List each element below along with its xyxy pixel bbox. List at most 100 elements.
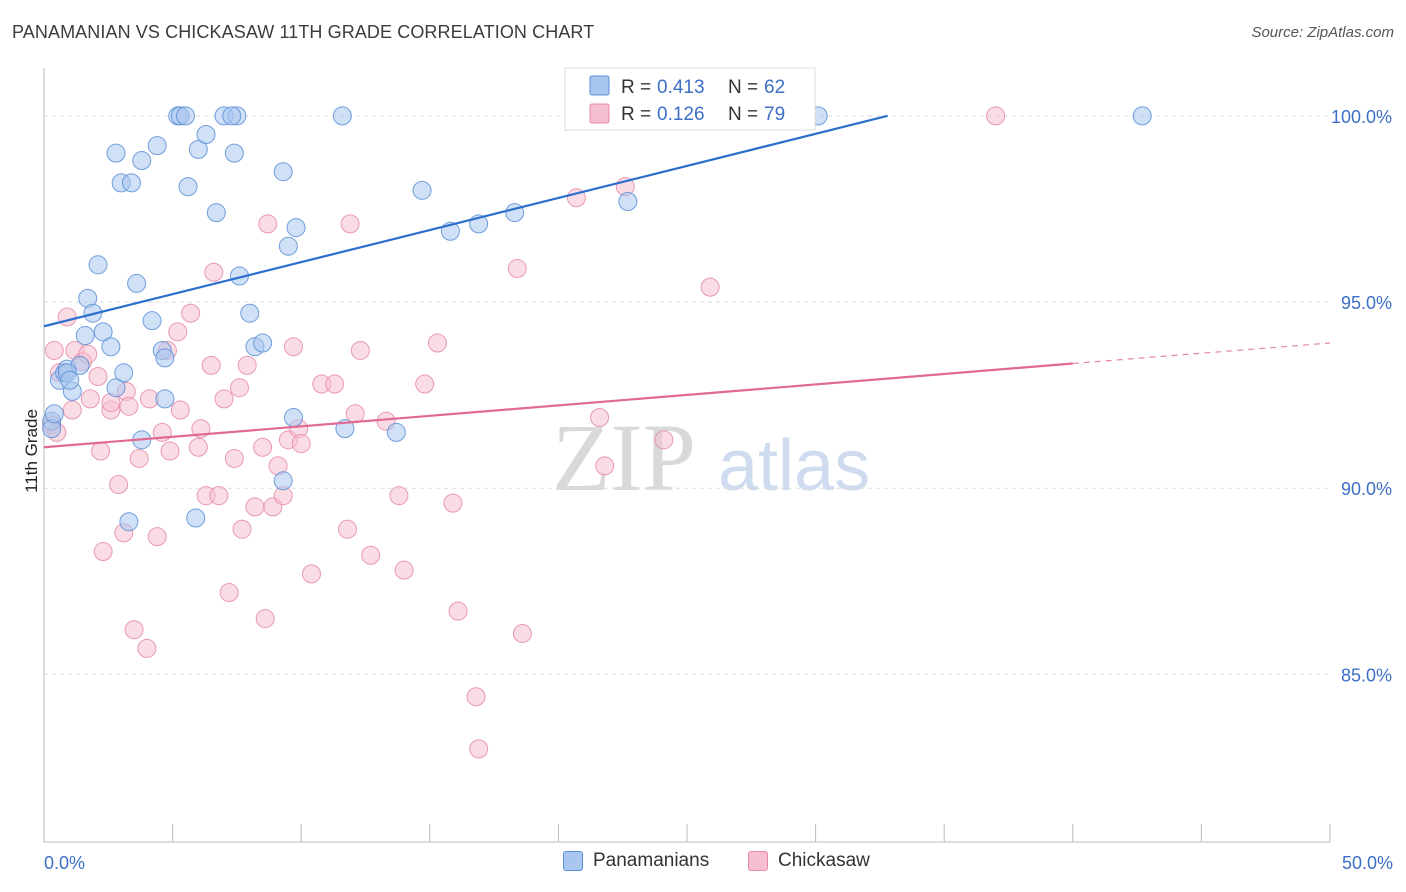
chickasaw-point bbox=[590, 407, 610, 427]
panamanian-point bbox=[114, 363, 134, 383]
chickasaw-point bbox=[88, 367, 108, 387]
chickasaw-point bbox=[214, 389, 234, 409]
legend-r-value: 0.413 bbox=[657, 77, 705, 98]
chickasaw-point bbox=[283, 337, 303, 357]
legend-n-label: N = bbox=[728, 77, 758, 98]
panamanian-point bbox=[106, 378, 126, 398]
chickasaw-point bbox=[291, 434, 311, 454]
x-tick-label: 0.0% bbox=[44, 853, 85, 873]
chickasaw-point bbox=[170, 400, 190, 420]
legend-label-panamanians: Panamanians bbox=[593, 850, 710, 871]
chickasaw-point bbox=[469, 739, 489, 759]
panamanian-point bbox=[121, 173, 141, 193]
chickasaw-point bbox=[137, 638, 157, 658]
panamanian-point bbox=[386, 422, 406, 442]
legend-r-value: 0.126 bbox=[657, 104, 705, 125]
y-tick-label: 95.0% bbox=[1341, 293, 1392, 313]
watermark: ZIP atlas bbox=[552, 404, 870, 511]
chickasaw-point bbox=[700, 277, 720, 297]
panamanian-point bbox=[222, 106, 242, 126]
chickasaw-point bbox=[654, 430, 674, 450]
chickasaw-point bbox=[224, 448, 244, 468]
trend-line-chickasaw bbox=[43, 362, 1073, 449]
chickasaw-point bbox=[258, 214, 278, 234]
panamanian-point bbox=[132, 151, 152, 171]
panamanian-point bbox=[101, 337, 121, 357]
panamanian-point bbox=[283, 407, 303, 427]
panamanian-point bbox=[278, 236, 298, 256]
chickasaw-point bbox=[201, 355, 221, 375]
panamanian-point bbox=[196, 124, 216, 144]
chickasaw-point bbox=[80, 389, 100, 409]
panamanian-point bbox=[240, 303, 260, 323]
panamanian-point bbox=[147, 136, 167, 156]
chickasaw-point bbox=[93, 542, 113, 562]
y-tick-label: 90.0% bbox=[1341, 479, 1392, 499]
source-attribution: Source: ZipAtlas.com bbox=[1251, 24, 1394, 41]
legend-swatch-panamanians bbox=[563, 851, 583, 871]
chickasaw-point bbox=[237, 355, 257, 375]
legend-swatch-chickasaw bbox=[589, 103, 610, 124]
chickasaw-point bbox=[301, 564, 321, 584]
legend-swatch-panamanians bbox=[589, 75, 610, 96]
panamanian-point bbox=[106, 143, 126, 163]
chickasaw-point bbox=[253, 437, 273, 457]
chickasaw-point bbox=[57, 307, 77, 327]
panamanian-point bbox=[75, 326, 95, 346]
panamanian-points bbox=[42, 106, 1152, 532]
chickasaw-point bbox=[512, 623, 532, 643]
watermark-atlas: atlas bbox=[718, 426, 870, 506]
chickasaw-point bbox=[119, 396, 139, 416]
chickasaw-point bbox=[595, 456, 615, 476]
chart-title: PANAMANIAN VS CHICKASAW 11TH GRADE CORRE… bbox=[12, 22, 595, 42]
chickasaw-point bbox=[245, 497, 265, 517]
chickasaw-point bbox=[350, 340, 370, 360]
panamanian-point bbox=[253, 333, 273, 353]
panamanian-point bbox=[1132, 106, 1152, 126]
panamanian-point bbox=[206, 203, 226, 223]
chickasaw-point bbox=[62, 400, 82, 420]
chickasaw-point bbox=[147, 527, 167, 547]
legend-label-chickasaw: Chickasaw bbox=[778, 850, 870, 871]
chickasaw-point bbox=[448, 601, 468, 621]
chickasaw-point bbox=[44, 340, 64, 360]
y-axis-label: 11th Grade bbox=[22, 409, 41, 493]
panamanian-point bbox=[186, 508, 206, 528]
chickasaw-point bbox=[389, 486, 409, 506]
chickasaw-point bbox=[986, 106, 1006, 126]
y-tick-label: 85.0% bbox=[1341, 665, 1392, 685]
chickasaw-point bbox=[428, 333, 448, 353]
legend-item-chickasaw[interactable]: Chickasaw bbox=[748, 850, 870, 872]
chickasaw-point bbox=[229, 378, 249, 398]
chickasaw-point bbox=[361, 545, 381, 565]
legend-n-value: 79 bbox=[764, 104, 785, 125]
panamanian-point bbox=[60, 370, 80, 390]
axes: 85.0% 90.0% 95.0% 100.0% 0.0% 50.0% bbox=[43, 68, 1393, 873]
legend-n-value: 62 bbox=[764, 77, 785, 98]
chickasaw-point bbox=[181, 303, 201, 323]
series-legend: Panamanians Chickasaw bbox=[0, 850, 1406, 880]
panamanian-point bbox=[332, 106, 352, 126]
stats-legend: R = 0.413 N = 62 R = 0.126 N = 79 bbox=[564, 67, 816, 131]
panamanian-point bbox=[618, 192, 638, 212]
trend-lines bbox=[43, 114, 1331, 449]
panamanian-point bbox=[127, 273, 147, 293]
panamanian-point bbox=[93, 322, 113, 342]
panamanian-point bbox=[286, 218, 306, 238]
panamanian-point bbox=[273, 471, 293, 491]
legend-r-label: R = bbox=[621, 77, 651, 98]
x-tick-label: 50.0% bbox=[1342, 853, 1393, 873]
trend-line-extension bbox=[1072, 342, 1331, 365]
legend-swatch-chickasaw bbox=[748, 851, 768, 871]
panamanian-point bbox=[412, 180, 432, 200]
legend-r-label: R = bbox=[621, 104, 651, 125]
chickasaw-point bbox=[232, 519, 252, 539]
chickasaw-point bbox=[188, 437, 208, 457]
panamanian-point bbox=[155, 348, 175, 368]
chickasaw-point bbox=[204, 262, 224, 282]
legend-item-panamanians[interactable]: Panamanians bbox=[563, 850, 709, 872]
chickasaw-point bbox=[160, 441, 180, 461]
panamanian-point bbox=[175, 106, 195, 126]
chickasaw-point bbox=[219, 583, 239, 603]
